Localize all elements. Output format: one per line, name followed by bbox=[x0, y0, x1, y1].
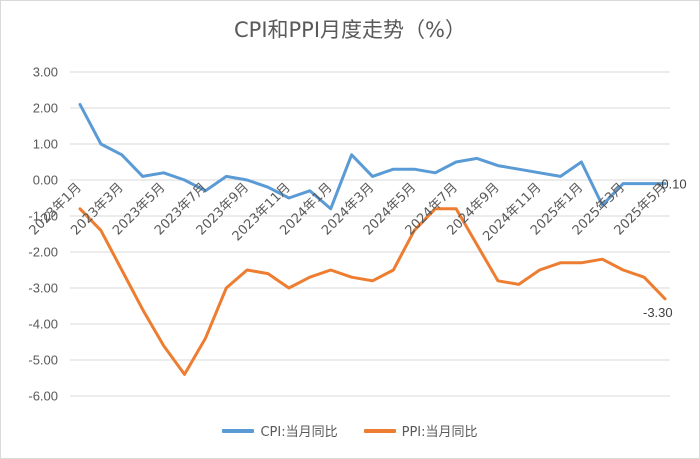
cpi-end-label: -0.10 bbox=[657, 177, 687, 192]
y-tick-label: -4.00 bbox=[28, 317, 58, 332]
legend-label-ppi: PPI:当月同比 bbox=[401, 425, 478, 440]
axis-labels: 3.00 2.00 1.00 0.00 -1.00 -2.00 -3.00 -4.00 -5.0… bbox=[27, 65, 687, 404]
gridlines bbox=[70, 71, 670, 397]
ppi-end-label: -3.30 bbox=[643, 305, 673, 320]
y-tick-label: -1.00 bbox=[28, 209, 58, 224]
series-lines bbox=[78, 102, 667, 376]
chart-title: CPI和PPI月度走势（%） bbox=[234, 18, 466, 42]
y-tick-label: -3.00 bbox=[28, 281, 58, 296]
y-tick-label: -5.00 bbox=[28, 353, 58, 368]
y-tick-label: 3.00 bbox=[33, 65, 58, 80]
legend-swatch-ppi bbox=[363, 428, 396, 433]
y-tick-label: -6.00 bbox=[28, 389, 58, 404]
ppi-series-line bbox=[78, 207, 667, 376]
y-tick-label: 0.00 bbox=[33, 173, 58, 188]
legend: CPI:当月同比 PPI:当月同比 bbox=[0, 421, 700, 440]
y-tick-label: 1.00 bbox=[33, 137, 58, 152]
y-tick-label: 2.00 bbox=[33, 101, 58, 116]
y-tick-label: -2.00 bbox=[28, 245, 58, 260]
legend-item-ppi: PPI:当月同比 bbox=[363, 421, 478, 440]
legend-item-cpi: CPI:当月同比 bbox=[222, 421, 338, 440]
legend-swatch-cpi bbox=[222, 428, 255, 433]
cpi-series-line bbox=[78, 102, 667, 211]
legend-label-cpi: CPI:当月同比 bbox=[260, 425, 338, 440]
